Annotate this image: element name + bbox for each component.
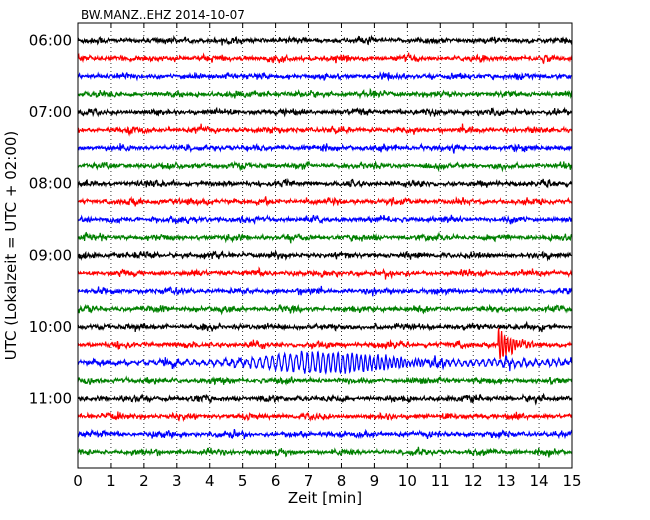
plot-frame	[77, 22, 573, 469]
trace-1100	[77, 392, 573, 406]
trace-1130	[77, 428, 573, 440]
trace-1115	[77, 411, 573, 423]
trace-0700	[77, 106, 573, 118]
y-tick-label: 10:00	[29, 318, 72, 336]
seismic-traces	[77, 34, 573, 458]
x-tick-label: 8	[337, 472, 347, 490]
trace-0730	[77, 142, 573, 154]
trace-0815	[77, 195, 573, 207]
trace-0915	[77, 266, 573, 280]
trace-0845	[77, 231, 573, 244]
trace-0600	[77, 34, 573, 46]
x-axis-label: Zeit [min]	[288, 489, 362, 507]
y-axis-label: UTC (Lokalzeit = UTC + 02:00)	[2, 131, 20, 361]
trace-0615	[77, 52, 573, 65]
trace-0930	[77, 285, 573, 297]
x-tick-label: 14	[530, 472, 549, 490]
x-tick-label: 3	[172, 472, 182, 490]
x-tick-label: 10	[398, 472, 417, 490]
trace-0800	[77, 177, 573, 189]
trace-0945	[77, 303, 573, 316]
x-tick-label: 9	[370, 472, 380, 490]
x-axis: 0 1 2 3 4 5 6 7 8 9 10 11 12 13 14 15	[73, 23, 582, 490]
x-tick-label: 11	[431, 472, 450, 490]
x-tick-label: 6	[271, 472, 281, 490]
trace-0900	[77, 249, 572, 262]
y-tick-label: 09:00	[29, 246, 72, 264]
x-tick-label: 2	[139, 472, 149, 490]
y-tick-label: 06:00	[29, 32, 72, 50]
y-tick-label: 11:00	[29, 390, 72, 408]
y-tick-label: 07:00	[29, 103, 72, 121]
grid-lines	[110, 23, 540, 468]
x-tick-label: 12	[464, 472, 483, 490]
x-tick-label: 13	[497, 472, 516, 490]
chart-title: BW.MANZ..EHZ 2014-10-07	[81, 8, 245, 22]
trace-0830	[77, 214, 573, 226]
trace-1045	[77, 375, 573, 386]
x-tick-label: 5	[238, 472, 248, 490]
trace-1000	[77, 320, 573, 333]
trace-1030	[77, 350, 573, 375]
trace-0745	[77, 160, 573, 173]
trace-1145	[77, 446, 573, 458]
trace-0630	[77, 71, 573, 82]
trace-1015	[77, 328, 573, 360]
x-tick-label: 7	[304, 472, 314, 490]
y-axis: 06:00 07:00 08:00 09:00 10:00 11:00	[29, 32, 83, 408]
x-tick-label: 1	[106, 472, 116, 490]
x-tick-label: 0	[73, 472, 83, 490]
x-tick-label: 15	[562, 472, 581, 490]
y-tick-label: 08:00	[29, 175, 72, 193]
trace-0715	[77, 123, 573, 137]
trace-0645	[77, 87, 573, 100]
x-tick-label: 4	[205, 472, 215, 490]
